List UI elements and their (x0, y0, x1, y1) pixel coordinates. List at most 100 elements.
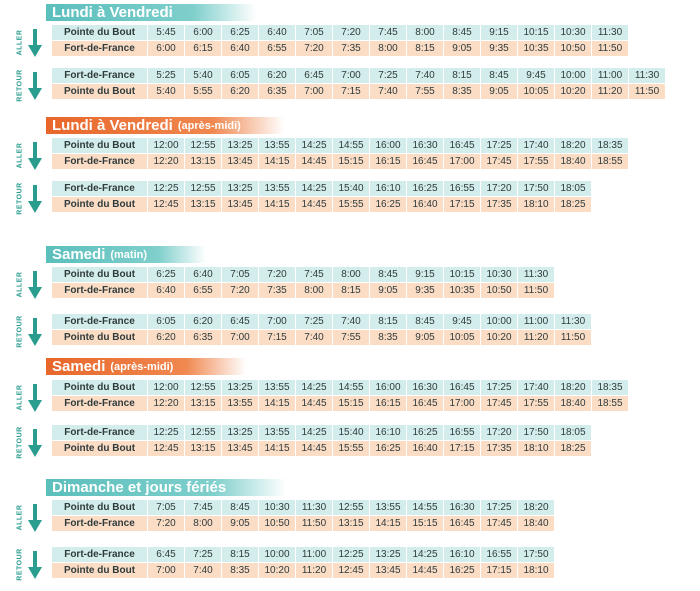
down-arrow-icon (28, 271, 42, 299)
departure-time: 7:35 (259, 283, 295, 298)
departure-time: 7:15 (259, 330, 295, 345)
departure-time: 14:25 (296, 181, 332, 196)
departure-time: 16:15 (370, 154, 406, 169)
departure-time: 14:15 (259, 154, 295, 169)
departure-time: 8:00 (185, 516, 221, 531)
timetable-row: Fort-de-France 12:20 13:15 13:45 14:15 14:45 1… (52, 154, 628, 169)
down-arrow-icon (28, 318, 42, 346)
departure-time: 7:00 (296, 84, 332, 99)
stop-name: Fort-de-France (52, 68, 147, 83)
departure-time: 17:20 (481, 181, 517, 196)
departure-time: 7:20 (222, 283, 258, 298)
departure-time: 11:50 (296, 516, 332, 531)
departure-time: 12:20 (148, 396, 184, 411)
departure-time: 14:45 (296, 441, 332, 456)
departure-time: 7:00 (222, 330, 258, 345)
stop-name: Fort-de-France (52, 154, 147, 169)
departure-time: 7:55 (333, 330, 369, 345)
direction-label: ALLER (14, 138, 26, 172)
departure-time: 10:00 (259, 547, 295, 562)
departure-time: 14:55 (407, 500, 443, 515)
departure-time: 16:45 (444, 138, 480, 153)
departure-time: 11:20 (296, 563, 332, 578)
departure-time: 10:35 (444, 283, 480, 298)
departure-time: 6:55 (185, 283, 221, 298)
departure-time: 9:45 (518, 68, 554, 83)
departure-time: 16:25 (407, 181, 443, 196)
departure-time: 18:25 (555, 197, 591, 212)
direction-label: ALLER (14, 500, 26, 534)
departure-time: 12:55 (333, 500, 369, 515)
departure-time: 18:20 (555, 380, 591, 395)
departure-time: 13:15 (185, 396, 221, 411)
departure-time: 13:25 (222, 425, 258, 440)
departure-time: 6:00 (185, 25, 221, 40)
departure-time: 11:00 (296, 547, 332, 562)
departure-time: 10:50 (259, 516, 295, 531)
departure-time: 16:10 (444, 547, 480, 562)
section-subtitle: (après-midi) (110, 360, 174, 373)
departure-time: 16:55 (444, 425, 480, 440)
stop-name: Pointe du Bout (52, 500, 147, 515)
departure-time: 16:45 (407, 154, 443, 169)
timetable-row: Pointe du Bout 6:20 6:35 7:00 7:15 7:40 7:55 8:… (52, 330, 591, 345)
departure-time: 6:45 (148, 547, 184, 562)
direction-label: RETOUR (14, 68, 26, 102)
departure-time: 14:25 (407, 547, 443, 562)
departure-time: 9:05 (370, 283, 406, 298)
section-title: Samedi (52, 246, 106, 263)
departure-time: 13:25 (370, 547, 406, 562)
departure-time: 7:45 (185, 500, 221, 515)
departure-time: 8:35 (370, 330, 406, 345)
departure-time: 14:45 (296, 197, 332, 212)
stop-name: Fort-de-France (52, 41, 147, 56)
stop-name: Pointe du Bout (52, 138, 147, 153)
departure-time: 18:20 (555, 138, 591, 153)
departure-time: 16:30 (407, 138, 443, 153)
direction-label-text: ALLER (16, 29, 24, 55)
departure-time: 6:40 (222, 41, 258, 56)
stop-name: Fort-de-France (52, 181, 147, 196)
departure-time: 6:45 (222, 314, 258, 329)
stop-name: Fort-de-France (52, 396, 147, 411)
departure-time: 17:55 (518, 396, 554, 411)
departure-time: 8:45 (222, 500, 258, 515)
departure-time: 14:15 (370, 516, 406, 531)
departure-time: 6:25 (222, 25, 258, 40)
timetable-row: Fort-de-France 7:20 8:00 9:05 10:50 11:50 13:1… (52, 516, 554, 531)
departure-time: 15:15 (333, 154, 369, 169)
stop-name: Pointe du Bout (52, 563, 147, 578)
departure-time: 9:15 (407, 267, 443, 282)
timetable-row: Fort-de-France 6:40 6:55 7:20 7:35 8:00 8:15 9:… (52, 283, 554, 298)
departure-time: 11:30 (629, 68, 665, 83)
departure-time: 7:25 (296, 314, 332, 329)
direction-label: RETOUR (14, 425, 26, 459)
departure-time: 9:35 (407, 283, 443, 298)
stop-name: Pointe du Bout (52, 441, 147, 456)
section-title: Samedi (52, 358, 106, 375)
departure-time: 17:50 (518, 547, 554, 562)
departure-time: 16:25 (370, 441, 406, 456)
departure-time: 10:20 (555, 84, 591, 99)
departure-time: 7:45 (370, 25, 406, 40)
departure-time: 12:25 (148, 181, 184, 196)
departure-time: 9:45 (444, 314, 480, 329)
direction-label: ALLER (14, 25, 26, 59)
departure-time: 10:15 (444, 267, 480, 282)
timetable-row: Pointe du Bout 7:05 7:45 8:45 10:30 11:30 12:5… (52, 500, 554, 515)
departure-time: 6:05 (148, 314, 184, 329)
departure-time: 14:45 (407, 563, 443, 578)
departure-time: 7:15 (333, 84, 369, 99)
timetable-row: Fort-de-France 12:20 13:15 13:55 14:15 14:45 1… (52, 396, 628, 411)
departure-time: 13:25 (222, 380, 258, 395)
departure-time: 14:45 (296, 154, 332, 169)
down-arrow-icon (28, 429, 42, 457)
down-arrow-icon (28, 142, 42, 170)
departure-time: 7:00 (333, 68, 369, 83)
departure-time: 11:50 (629, 84, 665, 99)
departure-time: 9:05 (407, 330, 443, 345)
departure-time: 16:25 (444, 563, 480, 578)
departure-time: 13:55 (259, 181, 295, 196)
departure-time: 6:15 (185, 41, 221, 56)
departure-time: 18:25 (555, 441, 591, 456)
